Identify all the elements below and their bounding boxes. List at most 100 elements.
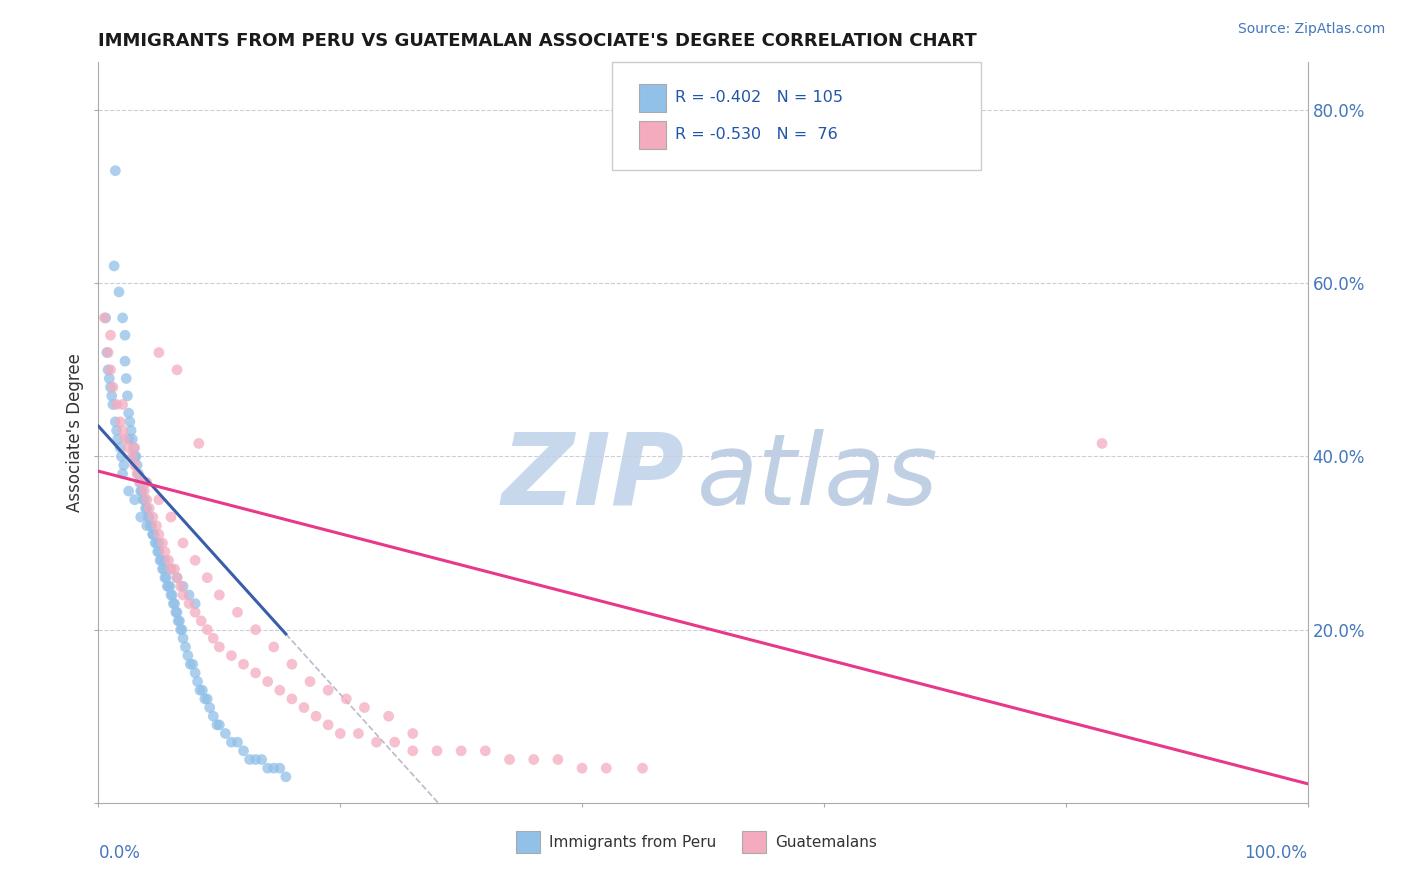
Point: [138, 510, 160, 524]
Point: [145, 518, 167, 533]
Point: [190, 614, 212, 628]
Point: [153, 571, 176, 585]
Point: [118, 406, 141, 420]
Point: [292, 700, 315, 714]
Point: [179, 588, 201, 602]
Text: Source: ZipAtlas.com: Source: ZipAtlas.com: [1237, 22, 1385, 37]
Point: [148, 527, 170, 541]
Point: [114, 354, 136, 368]
Point: [135, 475, 157, 490]
Point: [316, 718, 339, 732]
Point: [114, 432, 136, 446]
FancyBboxPatch shape: [742, 831, 766, 853]
Point: [172, 632, 194, 646]
Point: [523, 752, 546, 766]
Point: [169, 623, 191, 637]
Point: [100, 363, 122, 377]
Point: [263, 761, 285, 775]
Point: [143, 527, 166, 541]
Point: [127, 458, 149, 472]
Point: [163, 597, 186, 611]
Point: [111, 424, 134, 438]
Point: [269, 761, 291, 775]
FancyBboxPatch shape: [516, 831, 540, 853]
Point: [121, 432, 143, 446]
Point: [166, 605, 188, 619]
Point: [124, 450, 146, 464]
Point: [142, 527, 165, 541]
Point: [111, 310, 134, 325]
Point: [174, 640, 197, 654]
Point: [155, 571, 177, 585]
Point: [195, 692, 218, 706]
Point: [93, 310, 115, 325]
Point: [129, 484, 152, 499]
Point: [127, 467, 149, 481]
Point: [142, 527, 165, 541]
Point: [547, 752, 569, 766]
Point: [118, 441, 141, 455]
Point: [163, 562, 186, 576]
Point: [129, 510, 152, 524]
Point: [160, 510, 183, 524]
Point: [245, 623, 267, 637]
Point: [124, 441, 146, 455]
Point: [226, 735, 249, 749]
Point: [125, 450, 148, 464]
Point: [145, 536, 167, 550]
Point: [191, 683, 214, 698]
Point: [205, 718, 228, 732]
Point: [214, 726, 236, 740]
Point: [152, 562, 174, 576]
Point: [97, 345, 120, 359]
Point: [101, 380, 124, 394]
Point: [181, 657, 204, 672]
Point: [118, 484, 141, 499]
Y-axis label: Associate's Degree: Associate's Degree: [66, 353, 84, 512]
Point: [274, 770, 297, 784]
Point: [256, 674, 278, 689]
Point: [150, 553, 173, 567]
Point: [134, 492, 156, 507]
Point: [239, 752, 262, 766]
Point: [160, 588, 183, 602]
Point: [107, 432, 129, 446]
Point: [131, 484, 153, 499]
Point: [179, 597, 201, 611]
Point: [156, 579, 179, 593]
Point: [166, 571, 188, 585]
Point: [353, 700, 375, 714]
Point: [177, 648, 200, 663]
Point: [135, 501, 157, 516]
Point: [269, 683, 291, 698]
Point: [100, 380, 122, 394]
Point: [402, 726, 425, 740]
Point: [232, 744, 254, 758]
Point: [166, 363, 188, 377]
Point: [121, 450, 143, 464]
Point: [108, 441, 131, 455]
Point: [160, 562, 183, 576]
Point: [108, 285, 131, 299]
Point: [124, 458, 146, 472]
Point: [172, 536, 194, 550]
Point: [167, 614, 190, 628]
Point: [128, 475, 150, 490]
Point: [104, 163, 127, 178]
Point: [187, 436, 209, 450]
Point: [202, 632, 225, 646]
Point: [117, 389, 139, 403]
Point: [498, 752, 520, 766]
Point: [426, 744, 449, 758]
Text: ZIP: ZIP: [502, 428, 685, 525]
Point: [129, 475, 152, 490]
Point: [118, 432, 141, 446]
Point: [112, 458, 135, 472]
FancyBboxPatch shape: [638, 84, 665, 112]
Point: [153, 544, 176, 558]
Point: [232, 657, 254, 672]
Point: [256, 761, 278, 775]
Point: [184, 605, 207, 619]
Point: [105, 424, 128, 438]
Point: [335, 692, 357, 706]
